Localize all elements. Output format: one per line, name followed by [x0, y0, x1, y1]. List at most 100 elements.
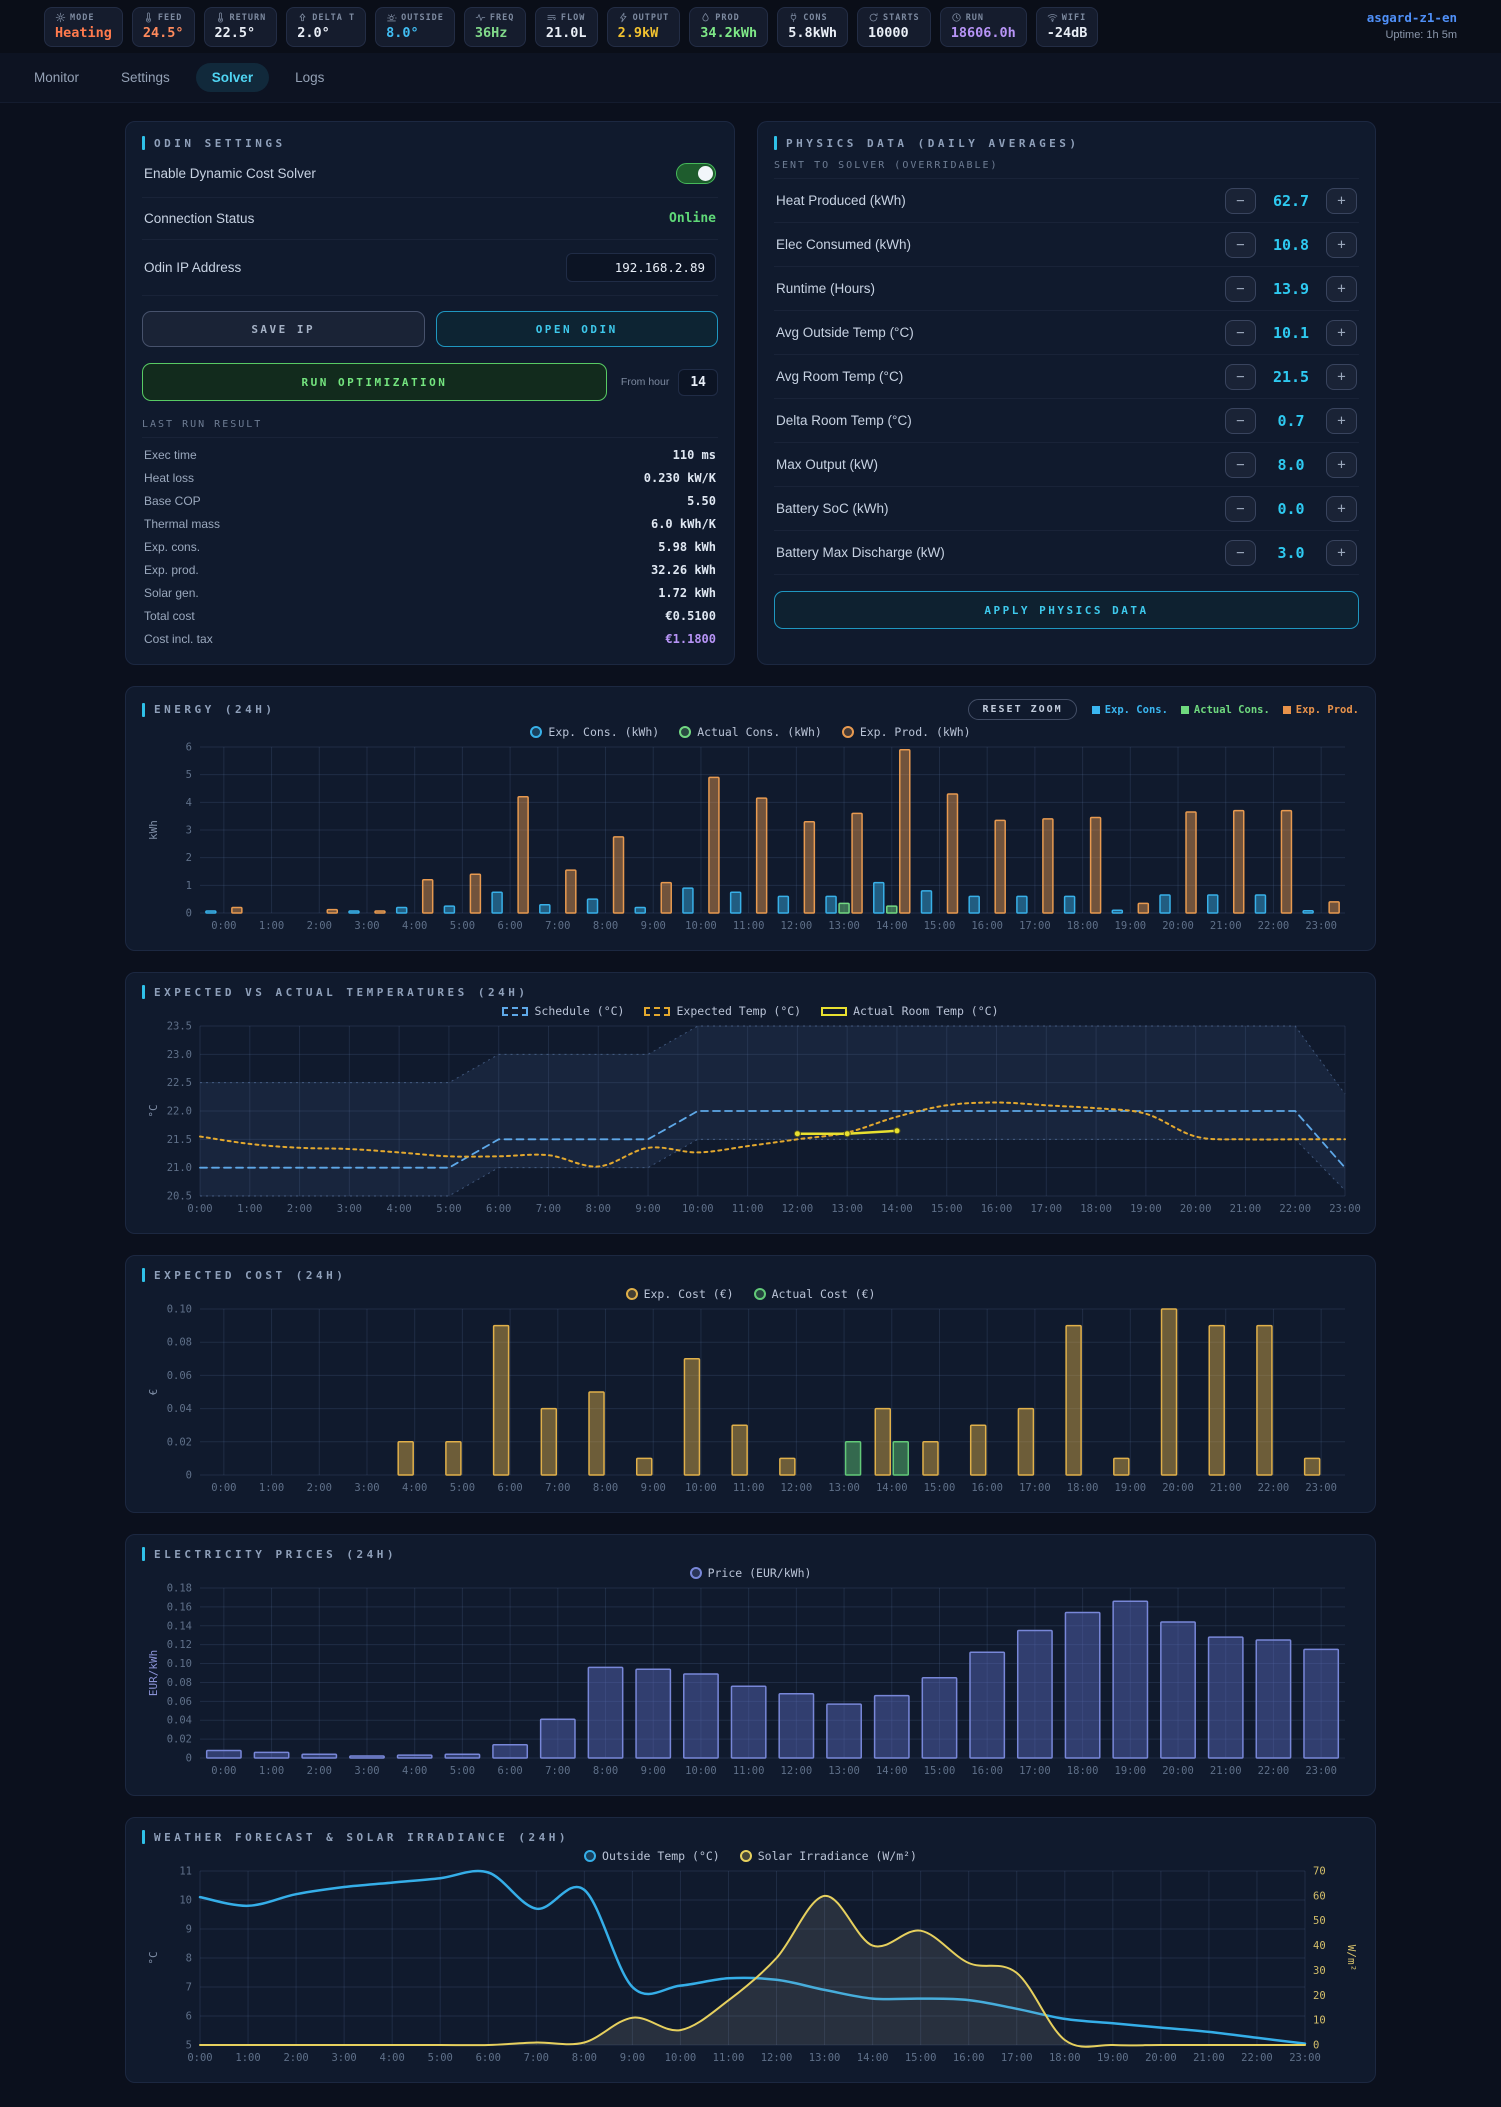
legend-item-outside-temp-c[interactable]: Outside Temp (°C) [584, 1849, 720, 1863]
decrement-button[interactable]: − [1225, 187, 1256, 214]
tab-solver[interactable]: Solver [195, 63, 270, 92]
legend-chip-exp-cons[interactable]: Exp. Cons. [1091, 704, 1168, 716]
physics-value: 8.0 [1277, 455, 1305, 474]
increment-button[interactable]: + [1326, 187, 1357, 214]
increment-button[interactable]: + [1326, 275, 1357, 302]
increment-button[interactable]: + [1326, 539, 1357, 566]
legend-item-actual-cost[interactable]: Actual Cost (€) [753, 1287, 875, 1301]
svg-text:3:00: 3:00 [337, 1203, 362, 1215]
decrement-button[interactable]: − [1225, 539, 1256, 566]
bar-price-eur-kwh-12:00 [778, 1693, 815, 1759]
svg-text:9:00: 9:00 [635, 1203, 660, 1215]
svg-text:23:00: 23:00 [1289, 2052, 1321, 2064]
bar-exp-cost-17:00 [1017, 1407, 1035, 1476]
from-hour-input[interactable]: 14 [678, 368, 718, 396]
lastrun-label: Exp. cons. [144, 539, 201, 554]
energy-chart-svg: 0 1 2 3 4 5 6 0:00 1:00 2:00 3:00 4:00 5:00 6:00 7:00 8… [147, 742, 1345, 932]
enable-solver-label: Enable Dynamic Cost Solver [144, 166, 316, 181]
svg-text:0.06: 0.06 [167, 1696, 192, 1708]
svg-text:0:00: 0:00 [187, 2052, 212, 2064]
from-hour-control: From hour 14 [621, 368, 718, 396]
chip-label: RUN [965, 12, 985, 23]
ip-address-label: Odin IP Address [144, 260, 242, 275]
tab-logs[interactable]: Logs [295, 70, 325, 85]
svg-text:1:00: 1:00 [259, 1482, 284, 1494]
energy-chart-legend: Exp. Cons. (kWh) Actual Cons. (kWh) Exp. P… [142, 725, 1359, 739]
svg-text:19:00: 19:00 [1115, 1482, 1147, 1494]
legend-item-solar-irradiance-w-m[interactable]: Solar Irradiance (W/m²) [739, 1849, 917, 1863]
decrement-button[interactable]: − [1225, 319, 1256, 346]
enable-solver-toggle[interactable] [676, 163, 716, 184]
run-optimization-button[interactable]: RUN OPTIMIZATION [142, 363, 607, 401]
legend-item-price-eur-kwh[interactable]: Price (EUR/kWh) [689, 1566, 811, 1580]
legend-item-expected-temp-c[interactable]: Expected Temp (°C) [644, 1004, 801, 1018]
legend-marker [753, 1288, 766, 1300]
legend-chip-exp-prod[interactable]: Exp. Prod. [1282, 704, 1359, 716]
increment-button[interactable]: + [1326, 319, 1357, 346]
legend-marker [841, 726, 854, 738]
bar-price-eur-kwh-4:00 [396, 1754, 433, 1759]
increment-button[interactable]: + [1326, 451, 1357, 478]
chip-label: STARTS [882, 12, 920, 23]
line-expected-temp-c [199, 1101, 1346, 1168]
reset-zoom-button[interactable]: RESET ZOOM [968, 699, 1077, 720]
decrement-button[interactable]: − [1225, 363, 1256, 390]
svg-text:7:00: 7:00 [545, 1482, 570, 1494]
decrement-button[interactable]: − [1225, 495, 1256, 522]
connection-status-value: Online [669, 211, 716, 226]
legend-item-exp-cost[interactable]: Exp. Cost (€) [625, 1287, 734, 1301]
increment-button[interactable]: + [1326, 495, 1357, 522]
svg-text:0.02: 0.02 [167, 1436, 192, 1448]
svg-text:23:00: 23:00 [1305, 1482, 1337, 1494]
bar-exp-prod-kwh-12:00 [803, 820, 816, 914]
svg-text:14:00: 14:00 [881, 1203, 913, 1215]
svg-text:6:00: 6:00 [486, 1203, 511, 1215]
bar-exp-cost-15:00 [922, 1441, 939, 1476]
svg-text:16:00: 16:00 [971, 920, 1003, 932]
svg-text:0:00: 0:00 [211, 920, 236, 932]
svg-text:13:00: 13:00 [831, 1203, 863, 1215]
status-chip-freq: FREQ 36Hz [463, 7, 526, 47]
ip-address-input[interactable] [566, 253, 716, 282]
bar-price-eur-kwh-22:00 [1255, 1639, 1292, 1759]
svg-text:10:00: 10:00 [665, 2052, 697, 2064]
legend-chip-actual-cons[interactable]: Actual Cons. [1180, 704, 1270, 716]
bar-exp-prod-kwh-14:00 [899, 749, 911, 914]
physics-subtitle: SENT TO SOLVER (OVERRIDABLE) [774, 160, 1359, 179]
svg-text:19:00: 19:00 [1115, 920, 1147, 932]
tab-monitor[interactable]: Monitor [34, 70, 80, 85]
decrement-button[interactable]: − [1225, 231, 1256, 258]
increment-button[interactable]: + [1326, 363, 1357, 390]
increment-button[interactable]: + [1326, 231, 1357, 258]
chip-value: 21.0L [545, 25, 587, 41]
lastrun-row-exp-cons: Exp. cons. 5.98 kWh [142, 535, 718, 558]
legend-item-schedule-c[interactable]: Schedule (°C) [502, 1004, 624, 1018]
legend-item-exp-prod-kwh[interactable]: Exp. Prod. (kWh) [841, 725, 971, 739]
svg-text:22:00: 22:00 [1241, 2052, 1273, 2064]
title-accent-bar [142, 136, 145, 150]
legend-item-exp-cons-kwh[interactable]: Exp. Cons. (kWh) [530, 725, 659, 739]
bar-price-eur-kwh-3:00 [349, 1755, 385, 1759]
save-ip-button[interactable]: SAVE IP [142, 311, 425, 347]
svg-text:5:00: 5:00 [450, 1765, 475, 1777]
open-odin-button[interactable]: OPEN ODIN [435, 311, 718, 347]
decrement-button[interactable]: − [1225, 275, 1256, 302]
apply-physics-data-button[interactable]: APPLY PHYSICS DATA [774, 591, 1359, 629]
bar-actual-cons-kwh-13:00 [838, 902, 850, 914]
svg-text:22.5: 22.5 [167, 1077, 192, 1089]
tab-settings[interactable]: Settings [121, 70, 170, 85]
svg-text:0:00: 0:00 [211, 1482, 236, 1494]
chip-label: MODE [70, 12, 95, 23]
stepper: − 13.9 + [1225, 275, 1357, 302]
decrement-button[interactable]: − [1225, 451, 1256, 478]
lastrun-label: Exec time [144, 447, 197, 462]
chip-value: 10000 [867, 25, 909, 41]
increment-button[interactable]: + [1326, 407, 1357, 434]
legend-item-actual-cons-kwh[interactable]: Actual Cons. (kWh) [679, 725, 822, 739]
decrement-button[interactable]: − [1225, 407, 1256, 434]
svg-text:19:00: 19:00 [1115, 1765, 1147, 1777]
svg-text:23:00: 23:00 [1305, 1765, 1337, 1777]
legend-item-actual-room-temp-c[interactable]: Actual Room Temp (°C) [821, 1004, 999, 1018]
bar-actual-cost-13:00 [844, 1441, 862, 1476]
svg-text:0.06: 0.06 [167, 1370, 192, 1382]
